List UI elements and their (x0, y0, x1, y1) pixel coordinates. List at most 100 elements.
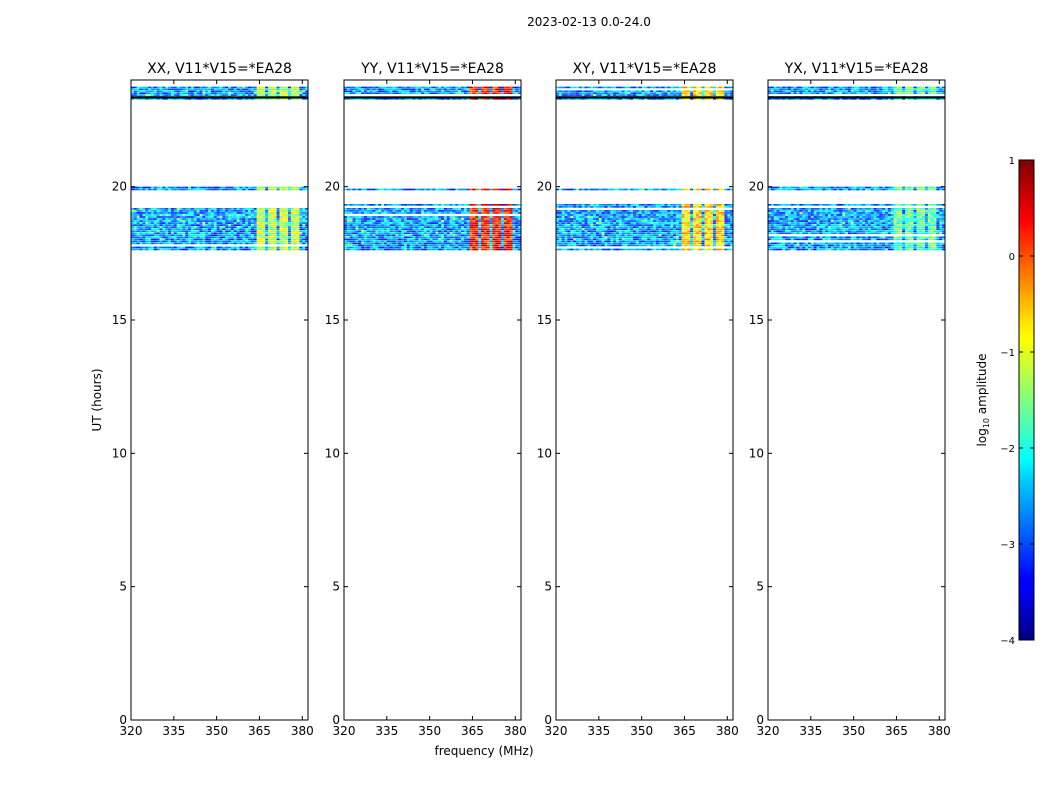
spectrogram-cell (718, 240, 722, 243)
spectrogram-cell (492, 98, 496, 100)
spectrogram-cell (185, 94, 189, 96)
spectrogram-cell (248, 234, 252, 237)
spectrogram-cell (466, 188, 470, 191)
spectrogram-cell (392, 244, 396, 247)
spectrogram-cell (429, 246, 433, 249)
spectrogram-cell (369, 218, 373, 220)
spectrogram-cell (478, 244, 482, 247)
spectrogram-cell (452, 248, 456, 251)
spectrogram-cell (501, 248, 505, 251)
spectrogram-cell (225, 232, 229, 235)
spectrogram-cell (664, 216, 668, 218)
spectrogram-cell (675, 248, 680, 251)
spectrogram-cell (595, 216, 600, 218)
spectrogram-cell (268, 214, 272, 216)
spectrogram-cell (438, 216, 442, 218)
spectrogram-cell (704, 228, 708, 231)
spectrogram-cell (148, 218, 152, 220)
spectrogram-cell (248, 92, 252, 94)
spectrogram-cell (153, 92, 157, 94)
spectrogram-cell (381, 216, 385, 218)
spectrogram-cell (386, 234, 390, 237)
spectrogram-cell (250, 246, 255, 249)
spectrogram-cell (466, 92, 470, 94)
spectrogram-cell (635, 216, 640, 218)
spectrogram-cell (250, 94, 255, 96)
spectrogram-cell (256, 212, 260, 214)
spectrogram-cell (607, 220, 611, 222)
spectrogram-cell (228, 218, 232, 220)
spectrogram-cell (441, 248, 445, 251)
spectrogram-cell (429, 230, 433, 233)
spectrogram-cell (432, 242, 436, 245)
spectrogram-cell (256, 188, 260, 191)
spectrogram-cell (564, 90, 568, 93)
spectrogram-cell (349, 188, 353, 191)
spectrogram-cell (567, 224, 571, 226)
spectrogram-cell (556, 86, 560, 89)
spectrogram-cell (570, 242, 574, 245)
spectrogram-cell (610, 216, 614, 218)
spectrogram-cell (346, 242, 350, 245)
spectrogram-cell (216, 220, 220, 222)
spectrogram-cell (296, 226, 300, 228)
spectrogram-cell (590, 214, 594, 216)
spectrogram-cell (256, 208, 260, 210)
spectrogram-cell (704, 238, 708, 241)
spectrogram-cell (501, 98, 505, 100)
spectrogram-cell (199, 98, 203, 100)
spectrogram-cell (375, 248, 379, 251)
spectrogram-cell (455, 218, 459, 220)
spectrogram-cell (228, 94, 232, 96)
spectrogram-cell (248, 236, 252, 239)
spectrogram-cell (681, 242, 685, 245)
spectrogram-cell (253, 98, 257, 100)
spectrogram-cell (418, 222, 422, 224)
spectrogram-cell (352, 242, 356, 245)
spectrogram-cell (265, 222, 269, 224)
spectrogram-cell (650, 242, 654, 245)
spectrogram-cell (721, 216, 725, 218)
spectrogram-cell (270, 186, 275, 189)
spectrogram-cell (375, 226, 379, 228)
spectrogram-cell (641, 86, 645, 89)
spectrogram-cell (506, 204, 510, 206)
spectrogram-cell (695, 216, 700, 218)
spectrogram-cell (483, 204, 488, 206)
spectrogram-cell (150, 242, 155, 245)
spectrogram-cell (159, 94, 163, 96)
spectrogram-cell (653, 234, 657, 237)
spectrogram-cell (210, 224, 215, 226)
spectrogram-cell (145, 224, 149, 226)
spectrogram-cell (222, 94, 226, 96)
spectrogram-cell (570, 210, 574, 212)
spectrogram-cell (219, 240, 223, 243)
spectrogram-cell (248, 242, 252, 245)
spectrogram-cell (469, 242, 473, 245)
spectrogram-cell (193, 230, 197, 233)
spectrogram-cell (701, 224, 705, 226)
spectrogram-cell (395, 86, 399, 89)
spectrogram-cell (418, 216, 422, 218)
spectrogram-cell (704, 222, 708, 224)
spectrogram-cell (236, 230, 240, 233)
spectrogram-cell (153, 208, 157, 210)
spectrogram-cell (392, 86, 396, 89)
spectrogram-cell (432, 248, 436, 251)
spectrogram-cell (398, 204, 402, 206)
spectrogram-cell (381, 244, 385, 247)
spectrogram-cell (673, 234, 677, 237)
spectrogram-cell (409, 220, 413, 222)
spectrogram-cell (721, 248, 725, 251)
spectrogram-cell (638, 244, 642, 247)
spectrogram-cell (561, 236, 565, 239)
spectrogram-cell (156, 216, 160, 218)
spectrogram-cell (265, 232, 269, 235)
spectrogram-cell (458, 248, 462, 251)
spectrogram-cell (162, 86, 166, 89)
spectrogram-cell (604, 238, 608, 241)
spectrogram-cell (265, 92, 269, 94)
spectrogram-cell (403, 232, 408, 235)
spectrogram-cell (693, 206, 697, 208)
spectrogram-cell (449, 90, 453, 93)
